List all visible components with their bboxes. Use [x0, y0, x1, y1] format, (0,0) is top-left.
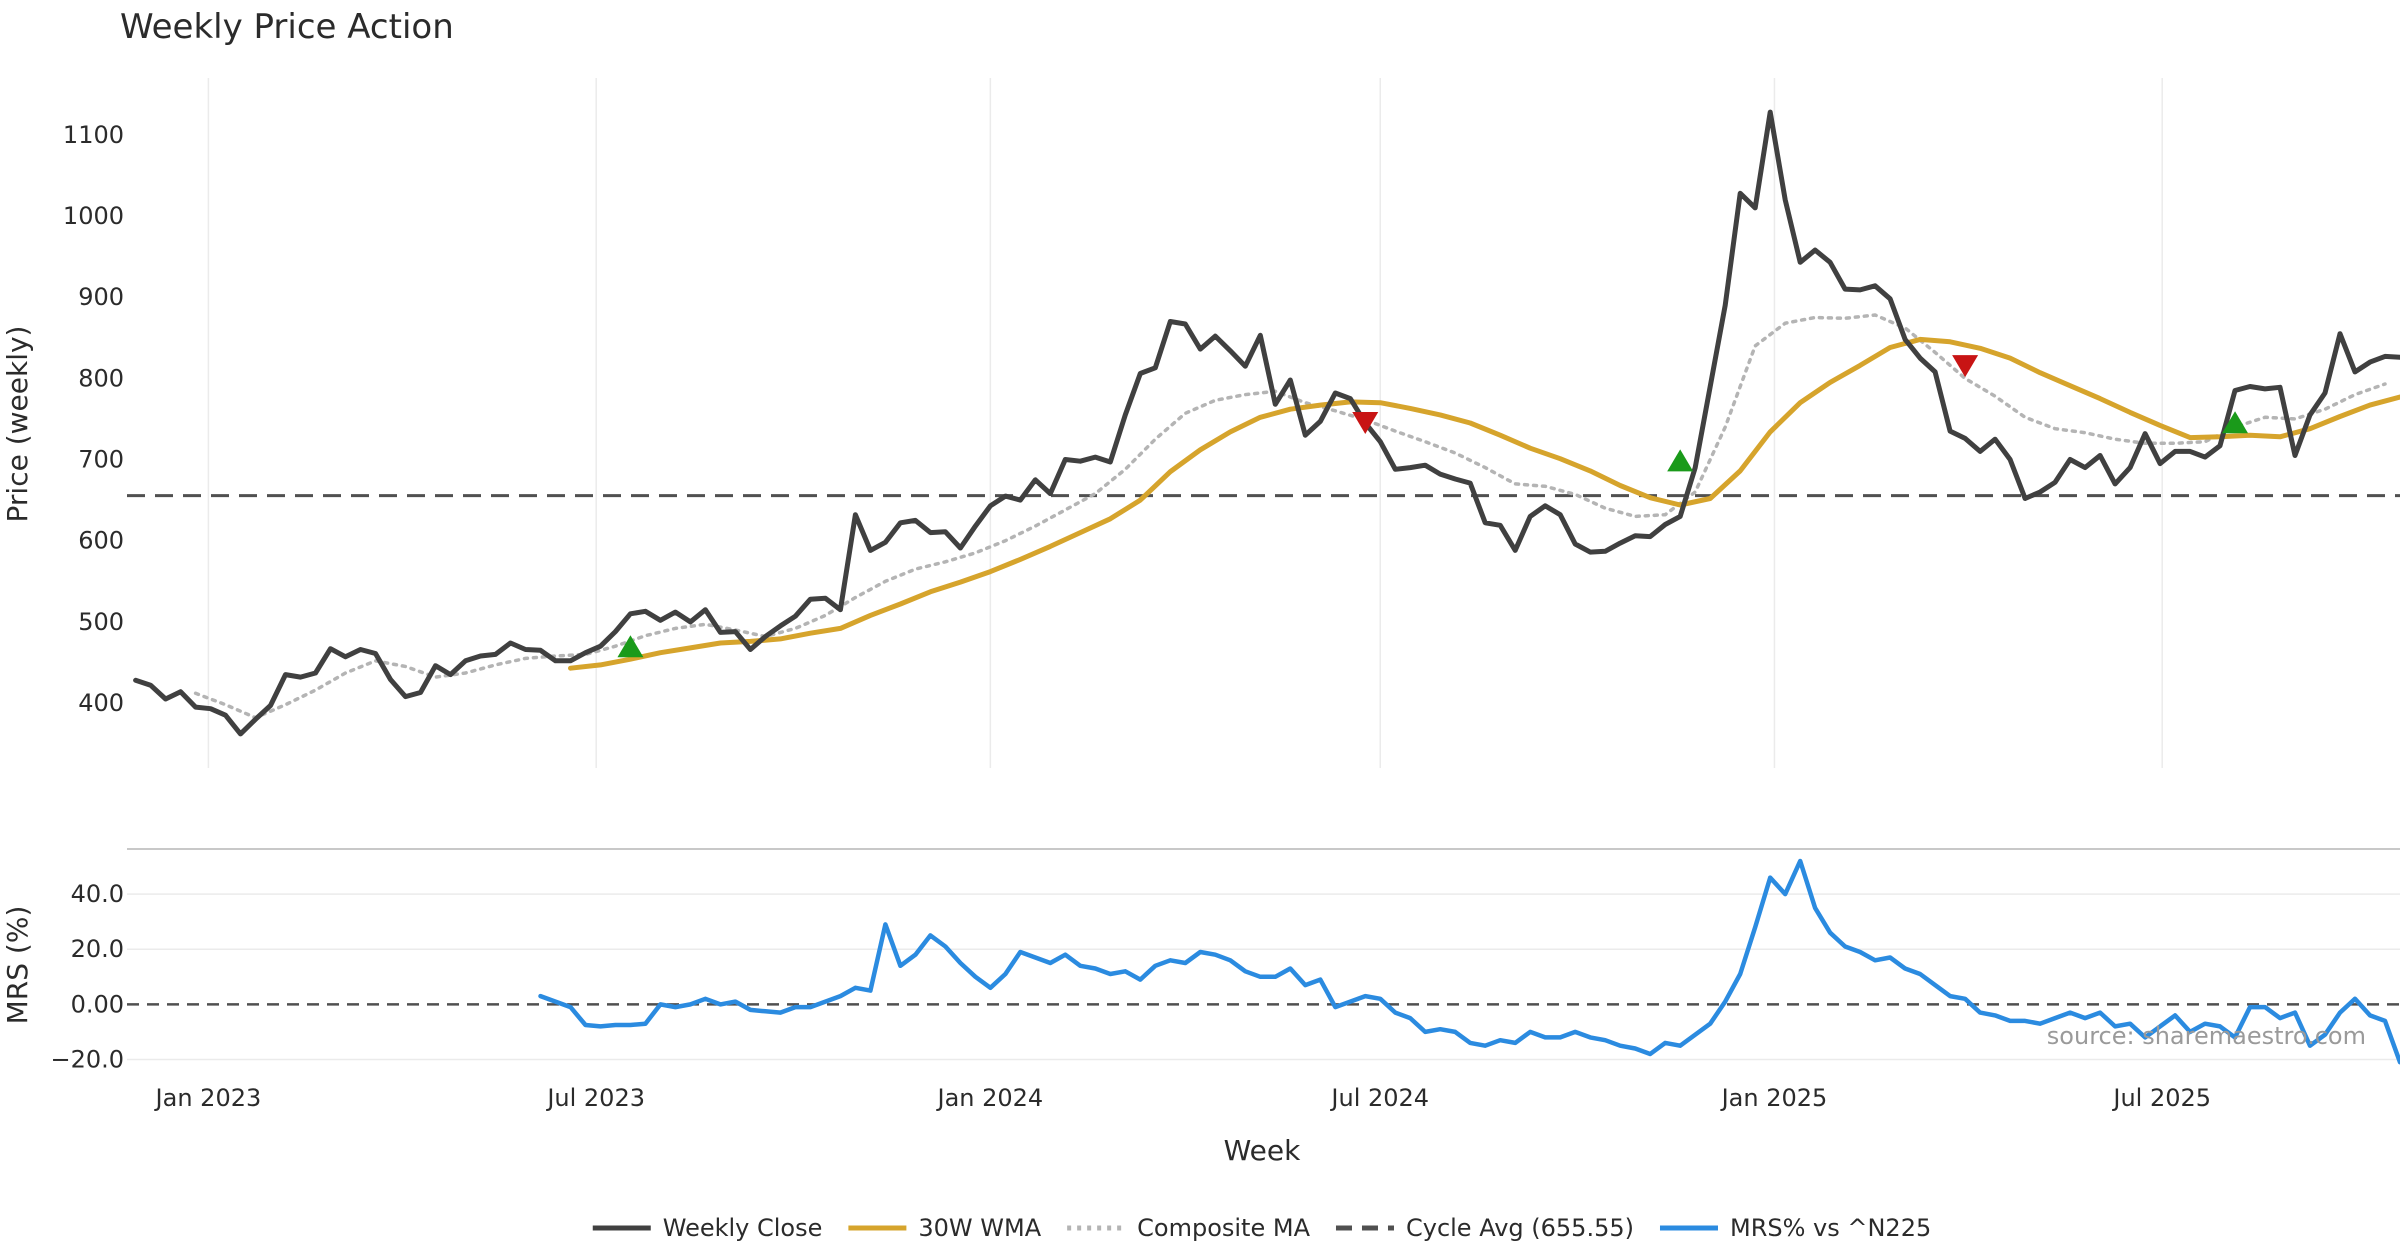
price-tick-label: 1100 [63, 121, 124, 149]
price-tick-label: 400 [78, 689, 124, 717]
buy-signal-marker [1667, 449, 1694, 472]
mrs-y-ticks: 40.0 20.0 0.00 −20.0 [50, 880, 124, 1073]
chart-title: Weekly Price Action [120, 7, 454, 47]
price-tick-label: 700 [78, 446, 124, 474]
mrs-axis-label: MRS (%) [1, 906, 34, 1025]
sell-signal-marker [1952, 355, 1979, 378]
x-tick-label: Jan 2025 [1720, 1084, 1828, 1112]
x-tick-label: Jul 2025 [2111, 1084, 2211, 1112]
30w-wma-line [568, 336, 2400, 671]
price-y-ticks: 400 500 600 700 800 900 1000 1100 [63, 121, 124, 717]
price-tick-label: 900 [78, 283, 124, 311]
weekly-close-line [133, 109, 2400, 737]
mrs-line [538, 858, 2400, 1065]
mrs-series [127, 858, 2400, 1065]
mrs-tick-label: 20.0 [71, 935, 124, 963]
legend-item-label: Cycle Avg (655.55) [1406, 1214, 1634, 1242]
source-label: source: sharemaestro.com [2047, 1022, 2366, 1050]
price-panel-grid [207, 78, 2163, 768]
x-axis-ticks: Jan 2023 Jul 2023 Jan 2024 Jul 2024 Jan 2025… [154, 1084, 2211, 1112]
buy-signal-marker [617, 635, 644, 658]
legend-item-label: Weekly Close [663, 1214, 823, 1242]
legend: Weekly Close 30W WMA Composite MA Cycle Avg… [592, 1214, 1931, 1242]
buy-signal-marker [2222, 411, 2249, 434]
legend-item-label: 30W WMA [918, 1214, 1041, 1242]
legend-item-label: MRS% vs ^N225 [1730, 1214, 1931, 1242]
price-tick-label: 600 [78, 527, 124, 555]
price-series [127, 109, 2400, 737]
x-tick-label: Jul 2023 [545, 1084, 645, 1112]
x-tick-label: Jan 2024 [936, 1084, 1044, 1112]
price-tick-label: 800 [78, 364, 124, 392]
price-tick-label: 1000 [63, 202, 124, 230]
x-axis-label: Week [1224, 1134, 1301, 1167]
price-tick-label: 500 [78, 608, 124, 636]
legend-item-label: Composite MA [1137, 1214, 1310, 1242]
mrs-tick-label: 40.0 [71, 880, 124, 908]
mrs-tick-label: −20.0 [50, 1045, 124, 1073]
composite-ma-line [193, 313, 2387, 720]
mrs-panel-grid [127, 848, 2400, 1061]
x-tick-label: Jul 2024 [1329, 1084, 1429, 1112]
signal-markers [617, 355, 2249, 658]
price-axis-label: Price (weekly) [1, 326, 34, 523]
x-tick-label: Jan 2023 [154, 1084, 262, 1112]
sell-signal-marker [1352, 412, 1379, 434]
mrs-tick-label: 0.00 [71, 990, 124, 1018]
